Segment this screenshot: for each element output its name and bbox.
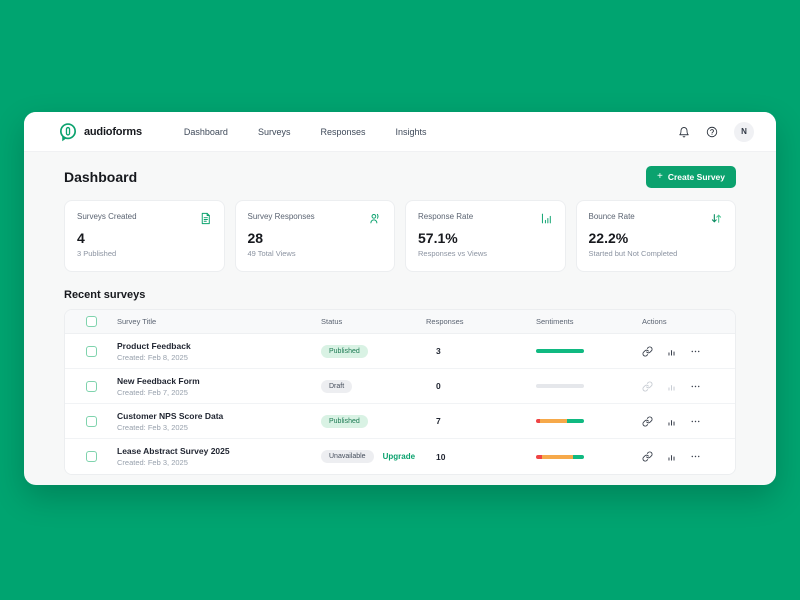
- nav-right: N: [678, 121, 754, 142]
- upgrade-link[interactable]: Upgrade: [382, 452, 416, 461]
- nav-item-dashboard[interactable]: Dashboard: [183, 126, 228, 137]
- plus-icon: +: [656, 171, 663, 182]
- col-responses: Responses: [426, 317, 464, 326]
- create-survey-label: Create Survey: [667, 172, 725, 182]
- stat-card-survey-responses: Survey Responses 28 49 Total Views: [234, 200, 395, 272]
- stat-value: 4: [77, 230, 85, 246]
- stat-sub: 3 Published: [77, 249, 117, 258]
- copy-link-icon[interactable]: [642, 381, 653, 392]
- stat-sub: Responses vs Views: [418, 249, 488, 258]
- table-header: Survey Title Status Responses Sentiments…: [65, 310, 735, 334]
- status-badge: Published: [321, 414, 368, 428]
- survey-created-date: Created: Feb 8, 2025: [117, 352, 188, 362]
- stat-card-bounce-rate: Bounce Rate 22.2% Started but Not Comple…: [575, 200, 736, 272]
- status-badge: Draft: [321, 379, 353, 393]
- sentiment-bar: [536, 419, 584, 423]
- table-row: New Feedback Form Created: Feb 7, 2025 D…: [65, 369, 735, 404]
- nav-item-responses[interactable]: Responses: [320, 126, 366, 137]
- speech-bubble-audio-icon: [59, 122, 77, 141]
- survey-created-date: Created: Feb 3, 2025: [117, 422, 188, 432]
- app-window: audioforms Dashboard Surveys Responses I…: [24, 112, 776, 485]
- row-checkbox[interactable]: [85, 345, 97, 357]
- responses-count: 3: [436, 346, 441, 356]
- survey-title[interactable]: Product Feedback: [117, 340, 191, 351]
- document-icon: [199, 212, 212, 225]
- results-chart-icon[interactable]: [666, 381, 677, 392]
- results-chart-icon[interactable]: [666, 416, 677, 427]
- bar-chart-icon: [540, 212, 553, 225]
- more-options-icon[interactable]: [690, 381, 701, 392]
- help-icon[interactable]: [706, 126, 718, 138]
- responses-count: 10: [436, 451, 446, 462]
- status-badge: Published: [321, 344, 368, 358]
- top-navbar: audioforms Dashboard Surveys Responses I…: [24, 112, 776, 152]
- avatar[interactable]: N: [734, 121, 754, 142]
- stat-sub: 49 Total Views: [247, 249, 296, 258]
- responses-count: 0: [436, 381, 441, 391]
- col-survey-title: Survey Title: [117, 317, 157, 326]
- users-icon: [369, 212, 382, 225]
- more-options-icon[interactable]: [690, 416, 701, 427]
- table-row: Product Feedback Created: Feb 8, 2025 Pu…: [65, 334, 735, 369]
- stat-label: Survey Responses: [247, 212, 315, 221]
- table-row: Lease Abstract Survey 2025 Created: Feb …: [65, 439, 735, 474]
- select-all-checkbox[interactable]: [85, 316, 97, 327]
- row-checkbox[interactable]: [85, 451, 97, 462]
- row-checkbox[interactable]: [85, 380, 97, 392]
- bell-icon[interactable]: [678, 126, 690, 138]
- responses-count: 7: [436, 416, 441, 426]
- brand-logo[interactable]: audioforms: [58, 122, 142, 142]
- more-options-icon[interactable]: [690, 451, 701, 462]
- sentiment-bar: [536, 454, 584, 459]
- status-badge: Unavailable: [321, 450, 374, 463]
- col-actions: Actions: [642, 317, 667, 326]
- survey-title[interactable]: Lease Abstract Survey 2025: [117, 446, 230, 456]
- row-checkbox[interactable]: [85, 415, 97, 427]
- col-status: Status: [321, 317, 343, 326]
- sentiment-bar: [536, 384, 584, 388]
- results-chart-icon[interactable]: [666, 451, 677, 462]
- stat-card-surveys-created: Surveys Created 4 3 Published: [64, 200, 225, 272]
- stat-value: 28: [247, 230, 264, 246]
- results-chart-icon[interactable]: [666, 346, 677, 357]
- survey-created-date: Created: Feb 3, 2025: [117, 458, 188, 467]
- stat-value: 57.1%: [418, 230, 458, 246]
- table-row: Customer NPS Score Data Created: Feb 3, …: [65, 404, 735, 439]
- survey-title[interactable]: New Feedback Form: [117, 375, 200, 386]
- sentiment-bar: [536, 349, 584, 353]
- nav-item-insights[interactable]: Insights: [395, 126, 427, 137]
- stat-sub: Started but Not Completed: [588, 249, 678, 258]
- stat-label: Bounce Rate: [588, 212, 635, 221]
- arrows-down-up-icon: [710, 212, 723, 225]
- stat-label: Surveys Created: [77, 212, 137, 221]
- more-options-icon[interactable]: [690, 346, 701, 357]
- recent-surveys-title: Recent surveys: [64, 289, 146, 301]
- create-survey-button[interactable]: + Create Survey: [645, 166, 736, 188]
- recent-surveys-table: Survey Title Status Responses Sentiments…: [64, 309, 736, 475]
- stat-cards: Surveys Created 4 3 Published Survey Res…: [64, 200, 736, 272]
- nav-links: Dashboard Surveys Responses Insights: [184, 127, 427, 137]
- page-title: Dashboard: [64, 169, 138, 185]
- stat-value: 22.2%: [588, 230, 629, 246]
- stat-card-response-rate: Response Rate 57.1% Responses vs Views: [405, 200, 566, 272]
- survey-title[interactable]: Customer NPS Score Data: [117, 410, 224, 421]
- brand-name: audioforms: [84, 125, 142, 138]
- stat-label: Response Rate: [418, 212, 474, 221]
- col-sentiments: Sentiments: [536, 317, 574, 326]
- survey-created-date: Created: Feb 7, 2025: [117, 387, 188, 397]
- copy-link-icon[interactable]: [642, 416, 653, 427]
- copy-link-icon[interactable]: [642, 451, 653, 462]
- nav-item-surveys[interactable]: Surveys: [257, 126, 291, 137]
- copy-link-icon[interactable]: [642, 346, 653, 357]
